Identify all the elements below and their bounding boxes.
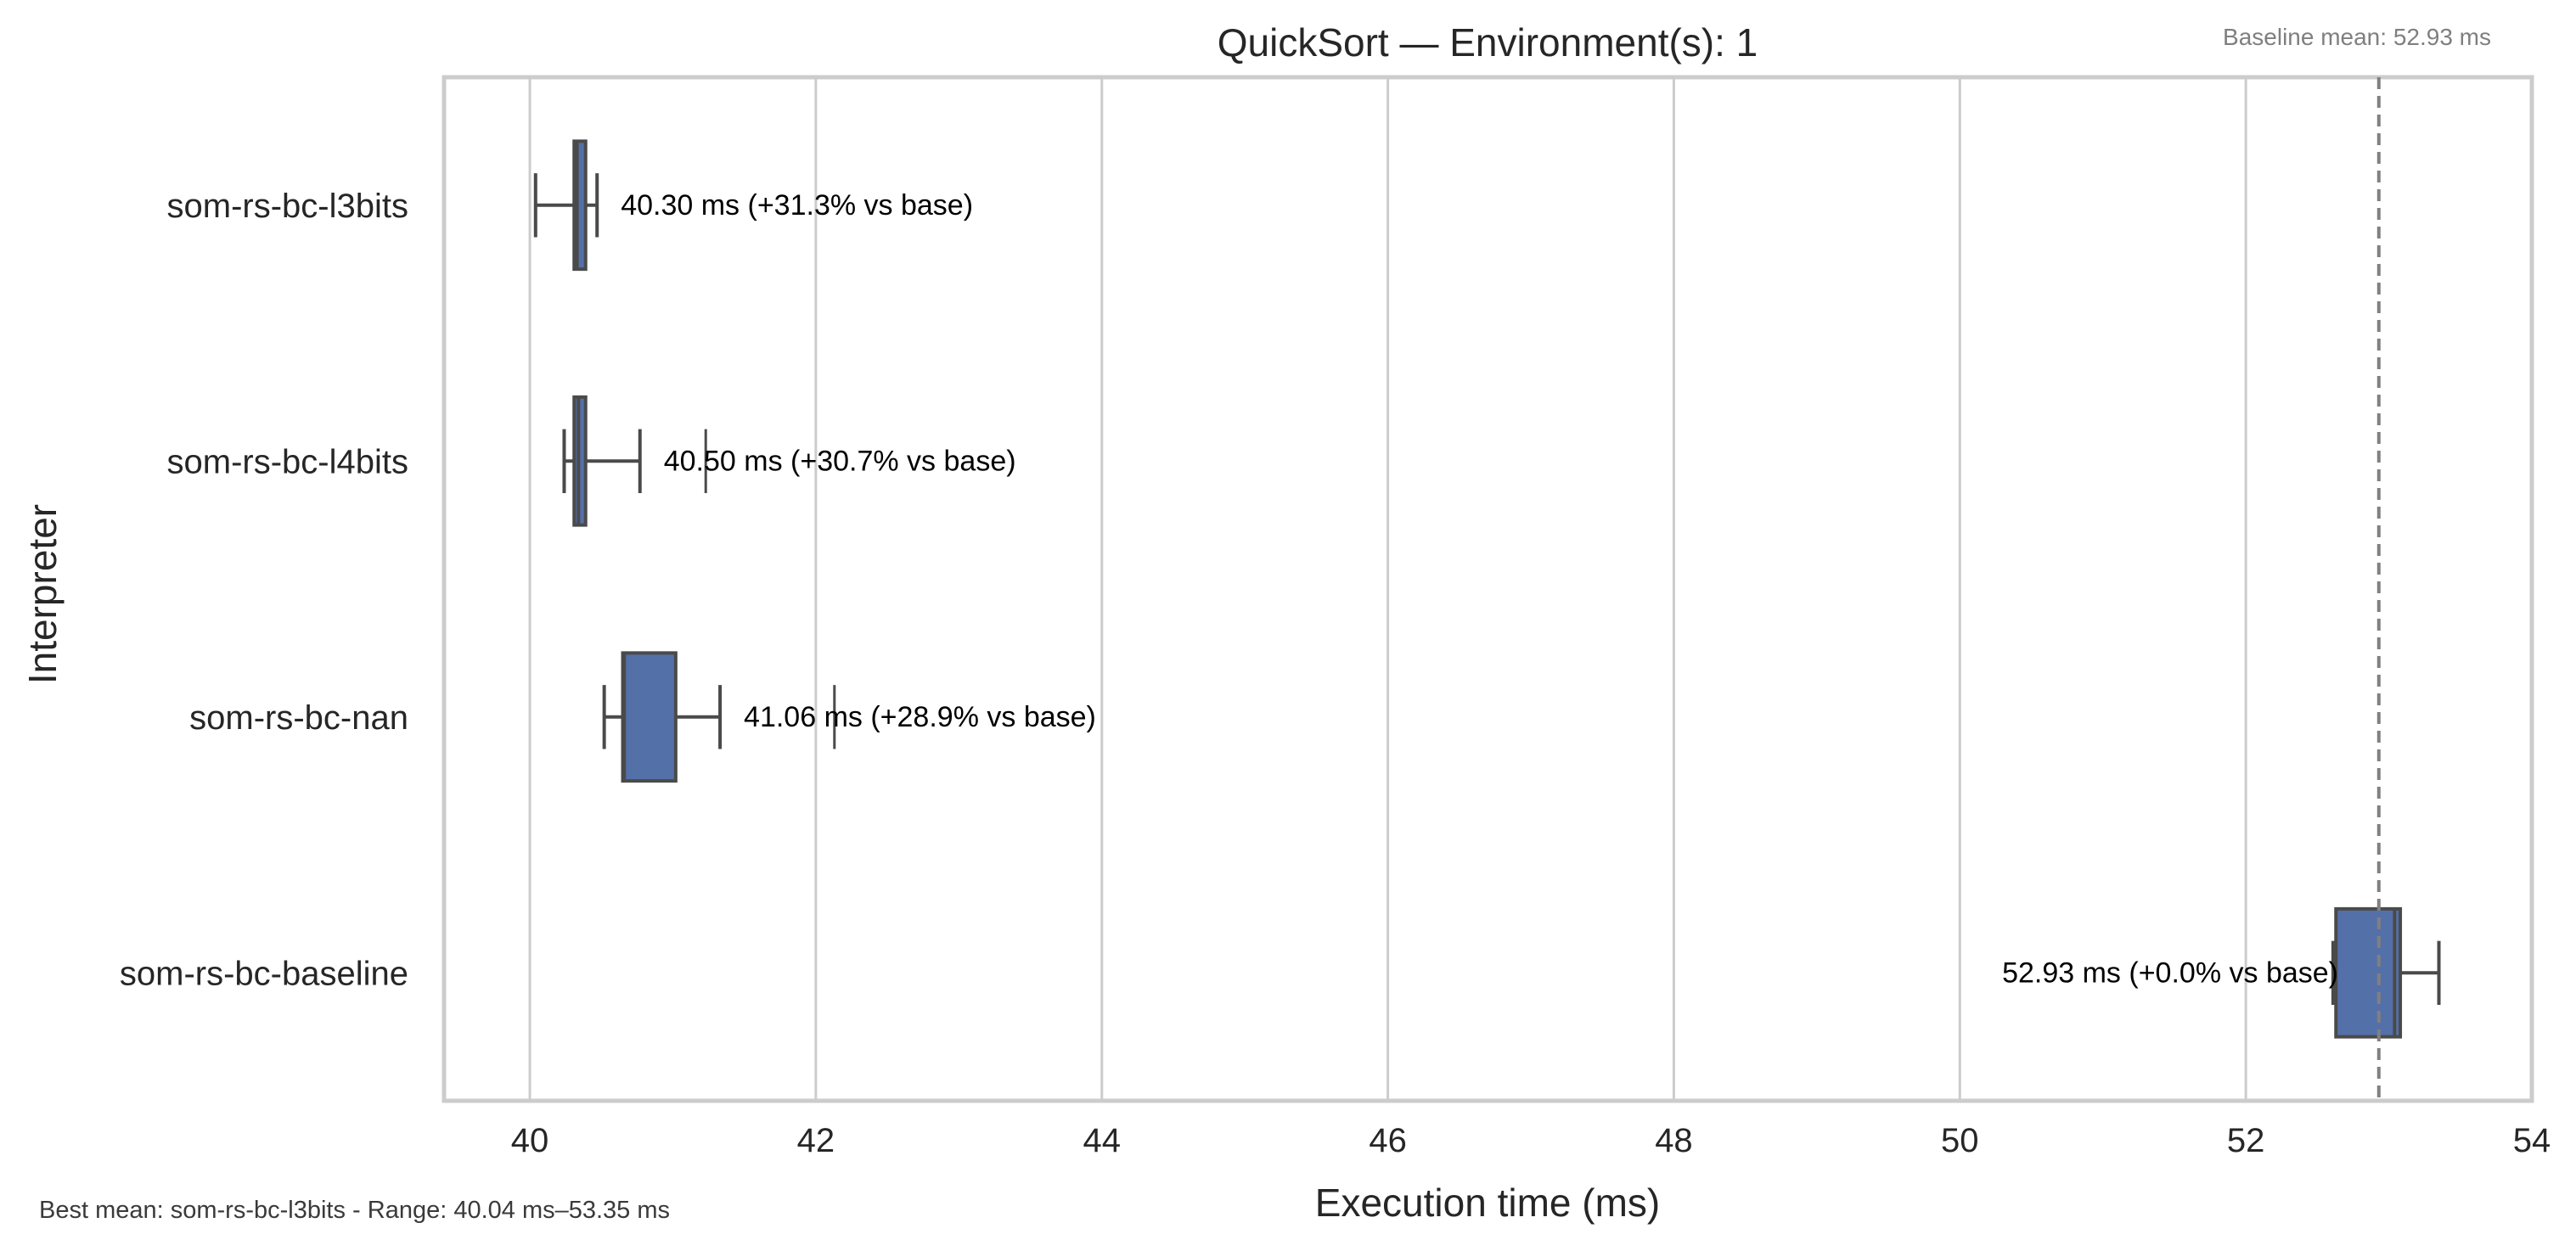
y-tick-labels: som-rs-bc-l3bits som-rs-bc-l4bits som-rs-b…	[120, 188, 408, 993]
mean-annotation-som-rs-bc-nan: 41.06 ms (+28.9% vs base)	[744, 701, 1096, 733]
y-tick-som-rs-bc-l4bits: som-rs-bc-l4bits	[167, 443, 408, 480]
x-tick-42: 42	[797, 1122, 835, 1159]
baseline-mean-label: Baseline mean: 52.93 ms	[2223, 24, 2491, 50]
y-axis-label: Interpreter	[20, 504, 65, 684]
box-som-rs-bc-l3bits: 40.30 ms (+31.3% vs base)	[533, 139, 973, 272]
x-axis-label: Execution time (ms)	[1315, 1181, 1660, 1225]
x-tick-52: 52	[2227, 1122, 2265, 1159]
y-tick-som-rs-bc-l3bits: som-rs-bc-l3bits	[167, 188, 408, 225]
x-tick-48: 48	[1655, 1122, 1693, 1159]
x-tick-50: 50	[1941, 1122, 1979, 1159]
chart-title: QuickSort — Environment(s): 1	[1218, 20, 1758, 65]
iqr-box-som-rs-bc-nan	[621, 651, 678, 783]
boxes: 40.30 ms (+31.3% vs base) 40.50 ms (+30.7…	[533, 139, 2441, 1039]
x-tick-labels: 40 42 44 46 48 50 52 54	[511, 1122, 2551, 1159]
mean-annotation-som-rs-bc-l3bits: 40.30 ms (+31.3% vs base)	[621, 189, 973, 222]
x-tick-54: 54	[2513, 1122, 2551, 1159]
y-tick-som-rs-bc-baseline: som-rs-bc-baseline	[120, 955, 408, 992]
y-tick-som-rs-bc-nan: som-rs-bc-nan	[189, 699, 408, 737]
box-som-rs-bc-baseline: 52.93 ms (+0.0% vs base)	[2002, 906, 2441, 1039]
iqr-box-som-rs-bc-baseline	[2334, 906, 2403, 1039]
mean-annotation-som-rs-bc-baseline: 52.93 ms (+0.0% vs base)	[2002, 956, 2338, 989]
mean-annotation-som-rs-bc-l4bits: 40.50 ms (+30.7% vs base)	[664, 445, 1016, 477]
footer-note: Best mean: som-rs-bc-l3bits - Range: 40.…	[39, 1197, 670, 1224]
box-som-rs-bc-l4bits: 40.50 ms (+30.7% vs base)	[562, 395, 1016, 527]
box-som-rs-bc-nan: 41.06 ms (+28.9% vs base)	[602, 651, 1096, 783]
x-tick-46: 46	[1369, 1122, 1407, 1159]
plot-frame	[442, 75, 2534, 1103]
x-tick-40: 40	[511, 1122, 549, 1159]
x-tick-44: 44	[1083, 1122, 1122, 1159]
